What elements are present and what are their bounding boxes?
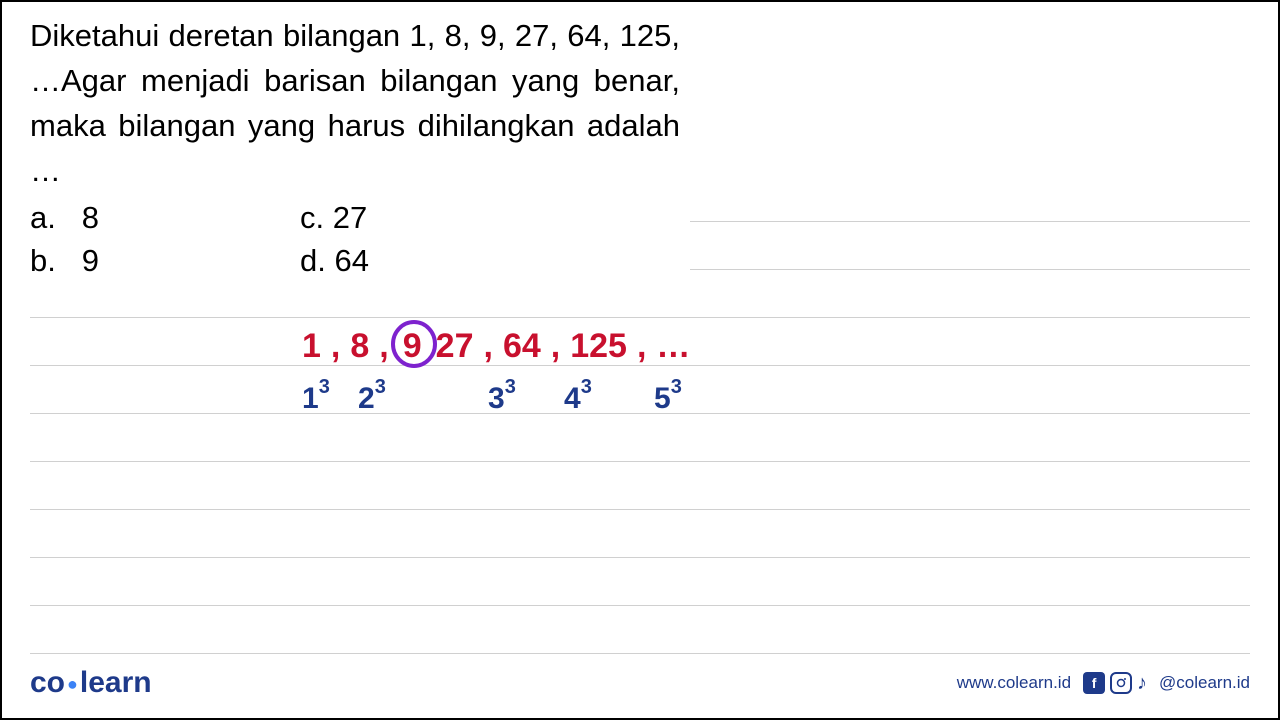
- paper-line: [30, 270, 1250, 318]
- tiktok-icon[interactable]: ♪: [1137, 672, 1147, 695]
- power-base: 1: [302, 382, 319, 415]
- power-1: 23: [358, 380, 386, 416]
- seq-item-3: 27: [436, 327, 474, 366]
- power-base: 5: [654, 382, 671, 415]
- logo-dot-icon: ●: [67, 674, 78, 694]
- logo-learn: learn: [80, 666, 152, 699]
- seq-comma: ,: [379, 327, 388, 366]
- power-exp: 3: [375, 376, 386, 398]
- power-exp: 3: [671, 376, 682, 398]
- paper-line: [690, 222, 1250, 270]
- seq-item-5: 125: [570, 327, 627, 366]
- paper-line: [30, 414, 1250, 462]
- paper-line: [30, 510, 1250, 558]
- facebook-icon[interactable]: f: [1083, 672, 1105, 694]
- power-exp: 3: [505, 376, 516, 398]
- power-exp: 3: [319, 376, 330, 398]
- seq-item-0: 1: [302, 327, 321, 366]
- lined-paper: [30, 174, 1250, 658]
- paper-line: [30, 366, 1250, 414]
- seq-comma: ,: [637, 327, 646, 366]
- footer: co●learn www.colearn.id f ♪ @colearn.id: [30, 666, 1250, 700]
- power-3: 33: [488, 380, 516, 416]
- paper-line: [690, 174, 1250, 222]
- power-base: 4: [564, 382, 581, 415]
- seq-item-2-circled: 9: [399, 327, 426, 366]
- seq-comma: ,: [551, 327, 560, 366]
- power-4: 43: [564, 380, 592, 416]
- seq-ellipsis: …: [656, 327, 690, 366]
- seq-item-4: 64: [503, 327, 541, 366]
- power-base: 3: [488, 382, 505, 415]
- paper-line: [30, 558, 1250, 606]
- power-exp: 3: [581, 376, 592, 398]
- logo-co: co: [30, 666, 65, 699]
- footer-right: www.colearn.id f ♪ @colearn.id: [957, 672, 1250, 695]
- sequence-row: 1 , 8 , 9 27 , 64 , 125 , …: [302, 327, 690, 366]
- seq-comma: ,: [484, 327, 493, 366]
- instagram-icon[interactable]: [1110, 672, 1132, 694]
- website-link[interactable]: www.colearn.id: [957, 673, 1071, 693]
- seq-item-2-value: 9: [403, 327, 422, 365]
- paper-line: [30, 606, 1250, 654]
- social-handle[interactable]: @colearn.id: [1159, 673, 1250, 693]
- logo: co●learn: [30, 666, 152, 700]
- seq-item-1: 8: [350, 327, 369, 366]
- power-base: 2: [358, 382, 375, 415]
- social-icons: f ♪: [1083, 672, 1147, 695]
- power-0: 13: [302, 380, 330, 416]
- power-5: 53: [654, 380, 682, 416]
- seq-comma: ,: [331, 327, 340, 366]
- paper-line: [30, 462, 1250, 510]
- question-text: Diketahui deretan bilangan 1, 8, 9, 27, …: [30, 14, 680, 194]
